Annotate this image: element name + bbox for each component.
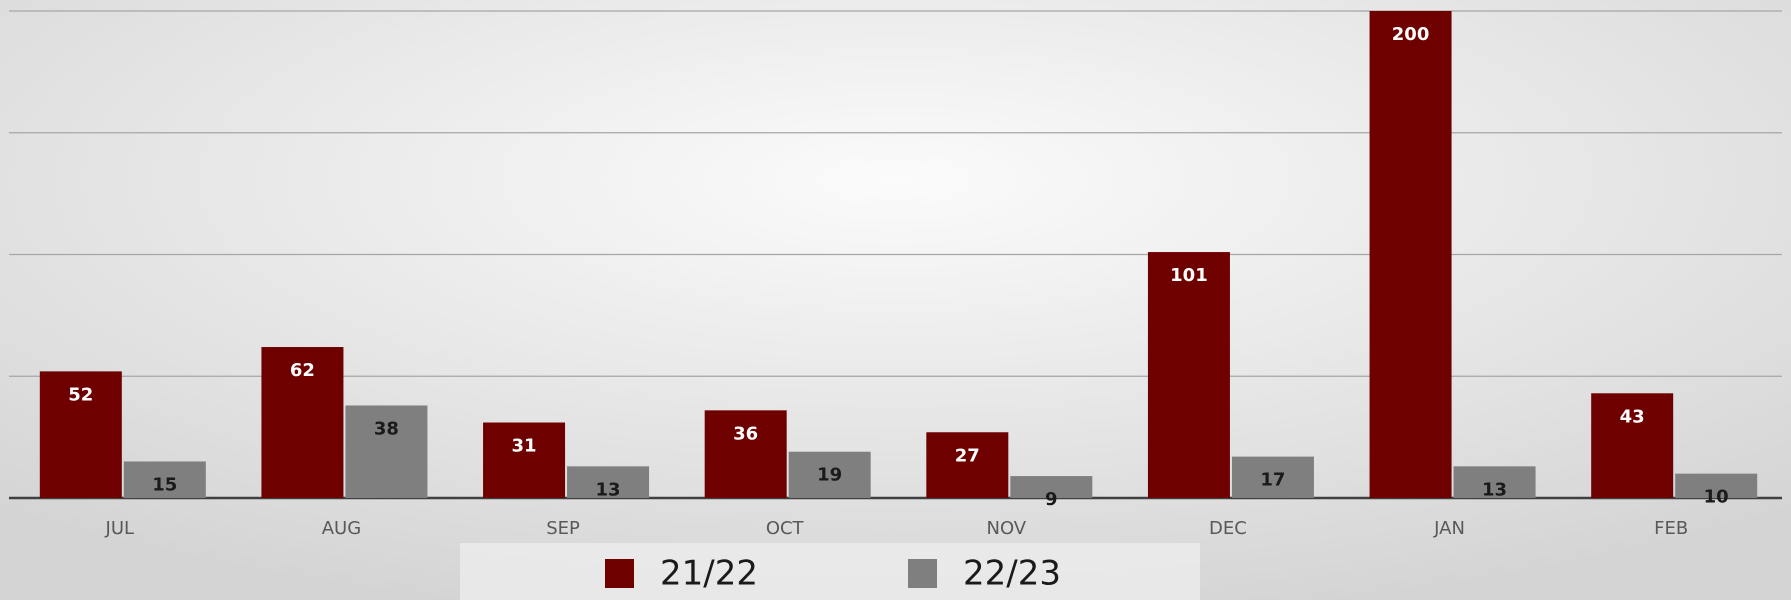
bar	[788, 451, 871, 498]
data-label: 19	[817, 465, 842, 486]
x-tick-label: OCT	[766, 518, 805, 539]
data-label: 38	[374, 418, 399, 439]
legend-swatch	[908, 559, 937, 588]
bar	[345, 405, 428, 498]
bar	[1591, 393, 1674, 498]
data-label: 17	[1260, 470, 1285, 491]
data-label: 13	[1482, 479, 1507, 500]
legend-box	[460, 543, 1200, 600]
data-label: 31	[512, 436, 537, 457]
bar	[123, 461, 206, 498]
data-label: 62	[290, 360, 315, 381]
legend-swatch	[605, 559, 634, 588]
legend-label: 21/22	[660, 554, 758, 594]
bar	[567, 466, 650, 498]
data-label: 101	[1170, 265, 1208, 286]
bar	[926, 432, 1009, 498]
x-tick-label: NOV	[986, 518, 1026, 539]
data-label: 27	[955, 445, 980, 466]
bar	[704, 410, 787, 498]
bar	[1010, 476, 1093, 498]
bar	[483, 422, 566, 498]
x-tick-label: FEB	[1654, 518, 1688, 539]
data-label: 43	[1620, 406, 1645, 427]
bar	[1453, 466, 1536, 498]
bar	[1675, 473, 1758, 498]
data-label: 9	[1045, 489, 1058, 510]
bar	[1231, 456, 1314, 498]
x-tick-label: JAN	[1433, 518, 1465, 539]
data-label: 15	[152, 474, 177, 495]
bar	[39, 371, 122, 498]
data-label: 52	[68, 384, 93, 405]
bar	[1369, 11, 1452, 498]
data-label: 36	[733, 423, 758, 444]
x-tick-label: JUL	[105, 518, 135, 539]
x-tick-label: AUG	[322, 518, 361, 539]
bar	[1147, 252, 1230, 498]
x-tick-label: DEC	[1209, 518, 1247, 539]
data-label: 10	[1704, 487, 1729, 508]
data-label: 13	[596, 479, 621, 500]
bar	[261, 347, 344, 498]
data-label: 200	[1392, 24, 1430, 45]
legend-label: 22/23	[963, 554, 1061, 594]
x-tick-label: SEP	[546, 518, 580, 539]
